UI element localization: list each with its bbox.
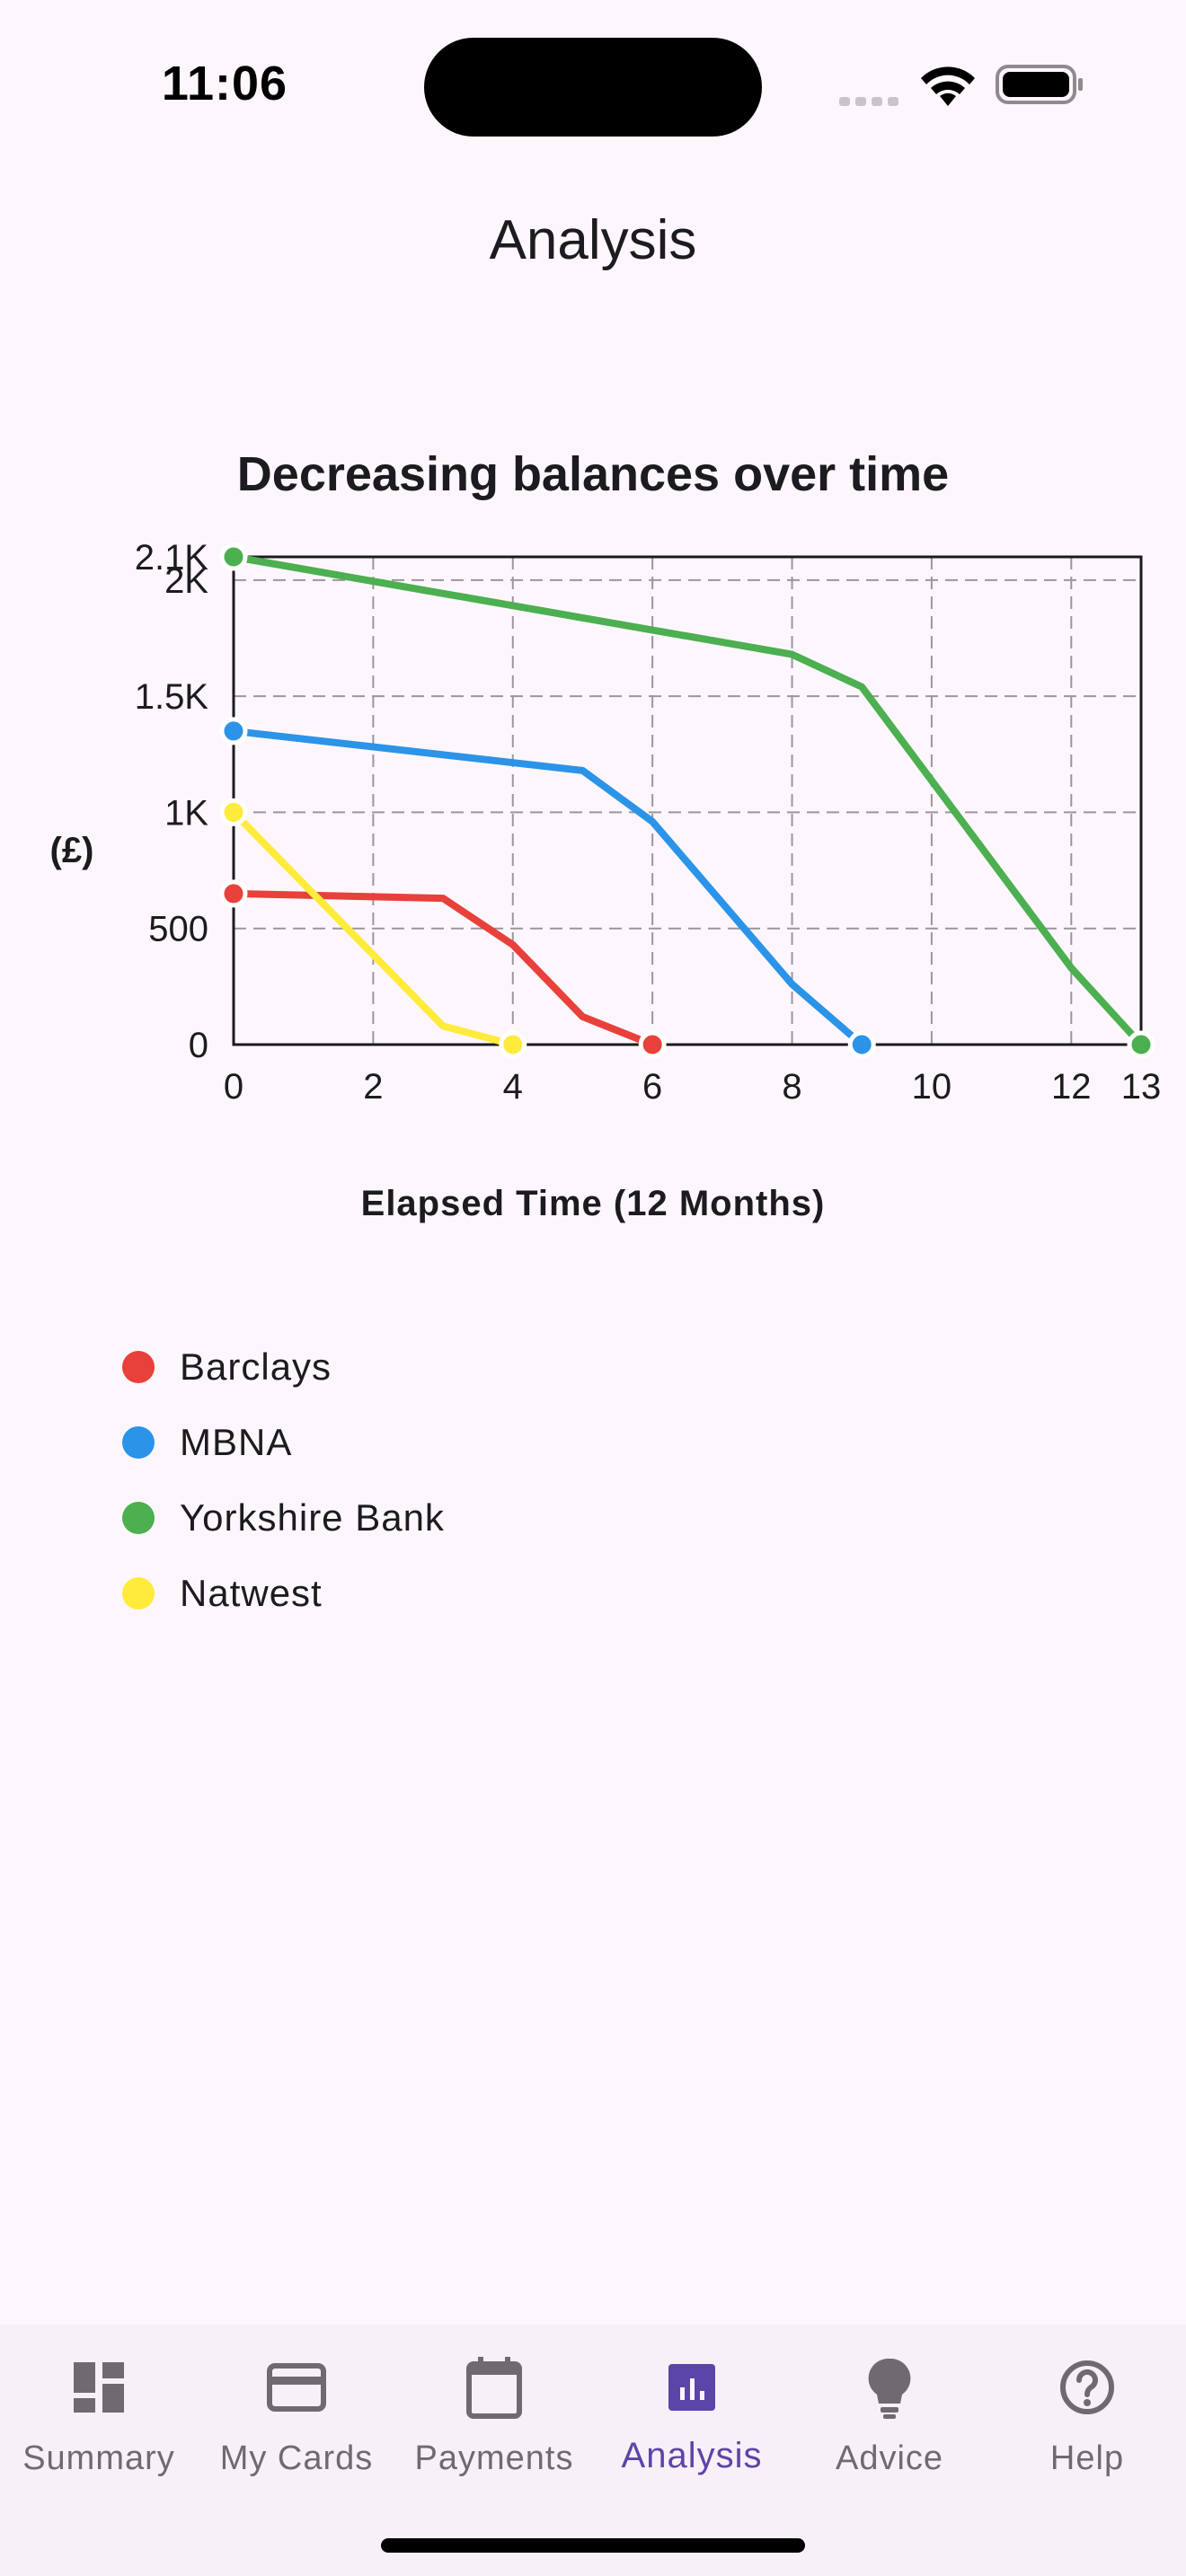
cellular-signal-icon <box>839 97 898 106</box>
plot-frame <box>232 555 1143 1046</box>
y-tick-label: 2.1K <box>135 538 209 578</box>
legend-label: Yorkshire Bank <box>180 1496 445 1539</box>
battery-icon <box>996 65 1083 104</box>
nav-label-my-cards: My Cards <box>219 2439 374 2477</box>
nav-item-payments[interactable]: Payments <box>395 2346 593 2526</box>
nav-item-my-cards[interactable]: My Cards <box>198 2346 395 2526</box>
y-tick-label: 0 <box>189 1026 208 1065</box>
chart-axes <box>232 555 1143 1046</box>
calendar-icon <box>466 2357 522 2419</box>
data-point-barclays <box>638 1030 667 1059</box>
legend-item-yorkshire-bank: Yorkshire Bank <box>122 1480 751 1556</box>
nav-label-payments: Payments <box>414 2439 574 2477</box>
nav-item-analysis[interactable]: Analysis <box>593 2346 791 2526</box>
legend-swatch-natwest <box>122 1577 155 1610</box>
nav-item-help[interactable]: Help <box>988 2346 1186 2526</box>
x-tick-label: 0 <box>224 1067 243 1107</box>
data-point-yorkshire-bank <box>219 543 248 571</box>
series-line-barclays <box>230 889 657 1048</box>
nav-label-analysis: Analysis <box>621 2436 763 2475</box>
y-tick-label: 500 <box>148 910 208 949</box>
x-axis-label: Elapsed Time (12 Months) <box>361 1184 826 1223</box>
data-point-natwest <box>499 1030 527 1059</box>
legend-label: MBNA <box>180 1421 293 1463</box>
nav-label-summary: Summary <box>22 2439 175 2477</box>
x-tick-label: 12 <box>1051 1067 1092 1107</box>
chart-series <box>219 543 1155 1059</box>
legend-item-mbna: MBNA <box>122 1405 751 1480</box>
legend-item-barclays: Barclays <box>122 1329 751 1405</box>
wifi-icon <box>921 66 975 106</box>
legend-label: Natwest <box>180 1572 323 1614</box>
nav-label-help: Help <box>1049 2439 1125 2477</box>
home-indicator <box>381 2538 805 2553</box>
x-tick-label: 6 <box>642 1067 662 1107</box>
legend-label: Barclays <box>180 1345 332 1388</box>
data-point-natwest <box>219 798 248 826</box>
data-point-mbna <box>219 717 248 745</box>
dashboard-icon <box>74 2362 124 2413</box>
analytics-icon <box>668 2364 715 2411</box>
series-line-natwest <box>230 808 517 1048</box>
chart-tick-labels: 0 2 4 6 8 10 12 13 0 500 1K 1.5K 2K2.1K <box>135 538 1162 1107</box>
data-point-mbna <box>847 1030 876 1059</box>
data-point-yorkshire-bank <box>1127 1030 1155 1059</box>
status-time: 11:06 <box>161 57 288 110</box>
nav-label-advice: Advice <box>835 2439 944 2477</box>
status-bar: 11:06 <box>0 0 1186 171</box>
data-point-barclays <box>219 879 248 908</box>
help-icon <box>1060 2360 1114 2414</box>
legend-swatch-barclays <box>122 1351 155 1383</box>
chart-title: Decreasing balances over time <box>236 447 950 501</box>
x-tick-label: 13 <box>1121 1067 1162 1107</box>
series-line-yorkshire-bank <box>230 553 1145 1048</box>
page-title: Analysis <box>489 209 697 271</box>
nav-item-summary[interactable]: Summary <box>0 2346 198 2526</box>
balance-line-chart: 0 2 4 6 8 10 12 13 0 500 1K 1.5K 2K2.1K (£) Elapsed … <box>50 538 1162 1223</box>
chart-legend: Barclays MBNA Yorkshire Bank Natwest <box>122 1329 751 1631</box>
x-tick-label: 4 <box>503 1067 523 1107</box>
series-line-mbna <box>230 727 866 1048</box>
y-tick-label: 1K <box>164 793 208 833</box>
status-icons <box>836 63 1105 108</box>
credit-card-icon <box>267 2363 326 2412</box>
y-tick-label: 1.5K <box>135 677 209 717</box>
legend-item-natwest: Natwest <box>122 1556 751 1631</box>
nav-item-advice[interactable]: Advice <box>791 2346 988 2526</box>
x-tick-label: 2 <box>363 1067 383 1107</box>
bottom-navigation-bar: Summary My Cards Payments Analysis <box>0 2325 1186 2576</box>
legend-swatch-yorkshire-bank <box>122 1502 155 1534</box>
chart-grid <box>234 557 1141 1045</box>
lightbulb-icon <box>868 2358 911 2419</box>
y-axis-label: (£) <box>50 831 94 870</box>
x-tick-label: 10 <box>912 1067 952 1107</box>
legend-swatch-mbna <box>122 1426 155 1459</box>
x-tick-label: 8 <box>782 1067 801 1107</box>
y-tick-label: 2K <box>164 561 208 601</box>
dynamic-island <box>424 38 762 137</box>
